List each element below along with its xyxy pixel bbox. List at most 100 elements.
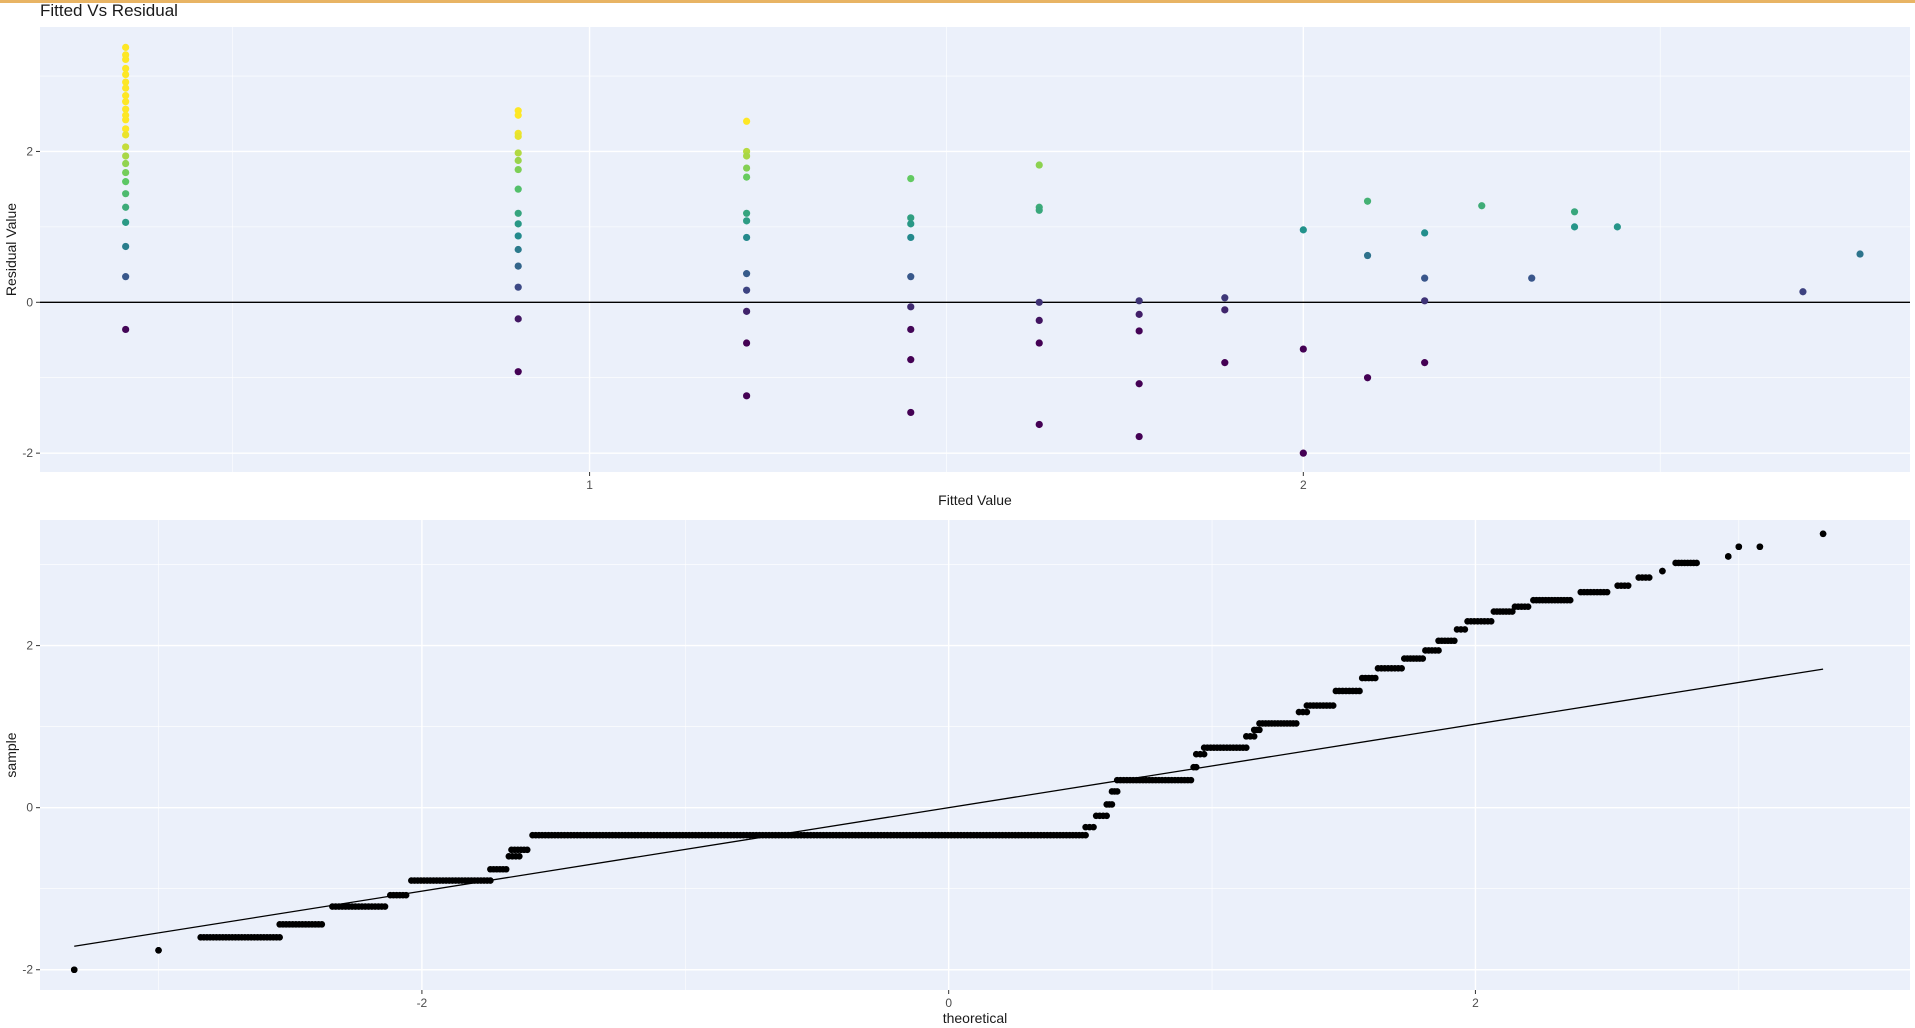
qq-sample-point	[502, 865, 510, 873]
residual-point	[1421, 297, 1429, 305]
residual-point	[1363, 374, 1372, 382]
chart-title: Fitted Vs Residual	[40, 1, 178, 20]
y-tick-label: 2	[26, 639, 33, 653]
residual-point	[1613, 223, 1621, 231]
residual-point	[743, 164, 751, 172]
qq-sample-point	[1508, 608, 1516, 615]
y-tick-label: -2	[22, 446, 33, 460]
residual-point	[514, 185, 522, 193]
qq-sample-point	[1293, 720, 1300, 727]
residual-point	[907, 214, 915, 222]
residual-point	[122, 178, 130, 186]
residual-point	[122, 116, 130, 124]
qq-sample-point	[1200, 750, 1208, 758]
residual-point	[1478, 202, 1486, 210]
fitted-vs-residual-panel: 1 2 -2 0 2 Fitted Value Residual Value	[3, 27, 1910, 508]
residual-point	[1035, 420, 1043, 429]
qq-sample-point	[516, 852, 523, 860]
x-tick-label: -2	[417, 996, 428, 1010]
residual-point	[122, 203, 130, 211]
qq-sample-point	[1108, 801, 1116, 808]
residual-point	[1421, 274, 1429, 282]
residual-point	[743, 307, 751, 315]
residual-point	[1035, 206, 1043, 214]
residual-point	[743, 339, 751, 347]
residual-point	[743, 152, 751, 160]
residual-point	[907, 175, 915, 183]
qq-sample-point	[1329, 702, 1337, 709]
window-top-border	[0, 0, 1915, 3]
residual-point	[1221, 306, 1229, 314]
residual-point	[122, 64, 130, 73]
residual-point	[743, 233, 751, 242]
x-tick-label: 1	[586, 478, 593, 492]
residual-point	[514, 220, 522, 228]
residual-point	[122, 168, 130, 177]
residual-point	[1570, 208, 1579, 216]
qq-sample-point	[1356, 687, 1363, 695]
y-axis-label: Residual Value	[3, 203, 19, 296]
residual-point	[122, 325, 130, 334]
x-axis-label: theoretical	[943, 1010, 1008, 1026]
residual-point	[743, 117, 751, 125]
qq-sample-point	[1487, 617, 1495, 625]
plot-background	[40, 27, 1910, 472]
residual-point	[1135, 327, 1143, 335]
residual-point	[1135, 432, 1143, 441]
residual-point	[122, 84, 130, 92]
residual-point	[1299, 226, 1307, 234]
residual-point	[1299, 449, 1307, 457]
residual-point	[743, 270, 751, 278]
residual-point	[1363, 197, 1372, 205]
residual-point	[122, 125, 130, 133]
residual-point	[122, 159, 130, 168]
residual-point	[122, 273, 130, 281]
qq-sample-point	[1603, 588, 1611, 596]
residual-point	[514, 111, 522, 119]
residual-point	[122, 131, 130, 139]
qq-sample-point	[1187, 776, 1195, 784]
residual-point	[514, 165, 522, 174]
residual-point	[743, 392, 751, 400]
qq-sample-point	[1524, 603, 1532, 611]
qq-sample-point	[523, 846, 531, 854]
residual-point	[122, 70, 130, 79]
qq-sample-point	[276, 934, 283, 941]
residual-point	[1035, 161, 1043, 169]
y-tick-label: 0	[26, 801, 33, 815]
qq-sample-point	[1090, 823, 1097, 831]
residual-point	[1528, 274, 1536, 282]
residual-point	[122, 78, 130, 86]
plot-background	[40, 520, 1910, 990]
residual-point	[122, 143, 130, 151]
residual-point	[514, 149, 522, 157]
qq-sample-point	[1566, 596, 1574, 604]
qq-sample-point	[1435, 647, 1442, 654]
qq-sample-point	[1113, 788, 1121, 795]
residual-point	[907, 408, 915, 417]
qq-sample-point	[1756, 543, 1764, 551]
residual-point	[1856, 250, 1864, 258]
y-axis-label: sample	[3, 732, 19, 777]
qq-sample-point	[1735, 543, 1743, 551]
residual-point	[907, 356, 915, 364]
residual-point	[907, 220, 915, 228]
residual-point	[1135, 297, 1143, 305]
qq-sample-point	[1819, 530, 1827, 538]
x-tick-label: 0	[945, 996, 952, 1010]
residual-point	[1035, 298, 1043, 306]
residual-point	[122, 98, 130, 106]
residual-point	[122, 152, 130, 160]
y-tick-label: 0	[26, 295, 33, 309]
residual-point	[122, 105, 130, 113]
residual-point	[514, 132, 522, 140]
residual-point	[1035, 316, 1043, 324]
residual-point	[122, 242, 130, 251]
qq-sample-point	[1659, 567, 1666, 575]
residual-point	[1421, 229, 1429, 237]
residual-point	[122, 92, 130, 100]
residual-point	[1299, 345, 1307, 353]
qq-sample-point	[1103, 812, 1110, 820]
x-tick-label: 2	[1472, 996, 1479, 1010]
